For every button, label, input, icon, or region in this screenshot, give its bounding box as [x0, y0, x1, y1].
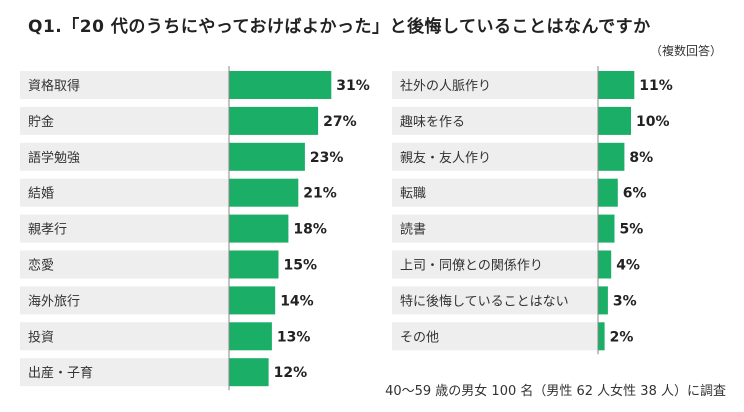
bar [598, 250, 612, 279]
category-row-bg [20, 322, 229, 351]
bar [598, 106, 631, 135]
bar [598, 71, 635, 99]
category-label: 趣味を作る [400, 115, 465, 130]
category-row-bg [20, 250, 229, 279]
category-label: 特に後悔していることはない [400, 294, 569, 309]
bar [229, 142, 305, 171]
value-label: 5% [620, 222, 644, 238]
category-label: 恋愛 [28, 258, 54, 274]
bar [229, 250, 279, 279]
value-label: 18% [293, 222, 327, 238]
category-row-bg [20, 106, 229, 135]
category-label: その他 [400, 330, 439, 345]
category-label: 転職 [400, 187, 426, 202]
value-label: 11% [639, 78, 673, 94]
category-label: 結婚 [28, 187, 54, 202]
value-label: 14% [280, 293, 314, 309]
category-row-bg [20, 178, 229, 207]
bar [229, 358, 269, 387]
category-row-bg [392, 178, 598, 207]
value-label: 21% [303, 186, 337, 202]
category-row-bg [392, 250, 598, 279]
left-bar-panel: 資格取得 31% 貯金 27% 語学勉強 23% 結婚 21% 親孝行 18% 恋愛 15% 海外旅行 1… [20, 66, 370, 391]
category-label: 親孝行 [28, 223, 67, 238]
category-row-bg [392, 142, 598, 171]
category-row-bg [20, 286, 229, 315]
category-row-bg [392, 106, 598, 135]
bar [598, 322, 605, 351]
right-bar-panel: 社外の人脈作り 11% 趣味を作る 10% 親友・友人作り 8% 転職 6% 読書 5% 上司・同僚… [392, 66, 673, 355]
value-label: 6% [623, 186, 647, 202]
chart-title: Q1.「20 代のうちにやっておけばよかった」と後悔していることはなんですか [28, 17, 651, 37]
category-row-bg [392, 214, 598, 243]
survey-note: 40～59 歳の男女 100 名（男性 62 人女性 38 人）に調査 [385, 384, 726, 399]
category-label: 出産・子育 [28, 365, 93, 381]
category-row-bg [392, 71, 598, 99]
category-row-bg [20, 142, 229, 171]
category-label: 語学勉強 [28, 150, 80, 166]
value-label: 15% [284, 258, 318, 274]
category-label: 投資 [28, 329, 54, 345]
bar [229, 214, 289, 243]
bar [229, 71, 332, 99]
value-label: 3% [613, 293, 637, 309]
category-label: 社外の人脈作り [400, 78, 491, 94]
category-label: 資格取得 [28, 78, 80, 94]
value-label: 31% [336, 78, 370, 94]
category-label: 貯金 [28, 114, 54, 130]
value-label: 27% [323, 114, 357, 130]
chart-subtitle: （複数回答） [649, 44, 722, 58]
bar [229, 106, 319, 135]
category-row-bg [20, 214, 229, 243]
value-label: 12% [274, 365, 308, 381]
value-label: 10% [636, 114, 670, 130]
category-label: 読書 [400, 222, 426, 238]
value-label: 4% [616, 258, 640, 274]
bar [229, 178, 299, 207]
value-label: 13% [277, 329, 311, 345]
category-row-bg [392, 286, 598, 315]
category-label: 海外旅行 [28, 294, 80, 309]
bar [598, 142, 625, 171]
category-row-bg [20, 358, 229, 387]
bar [598, 178, 618, 207]
bar [229, 322, 272, 351]
category-row-bg [20, 71, 229, 99]
bar [598, 214, 615, 243]
bar [229, 286, 276, 315]
category-row-bg [392, 322, 598, 351]
bar [598, 286, 608, 315]
value-label: 2% [610, 329, 634, 345]
value-label: 23% [310, 150, 344, 166]
category-label: 上司・同僚との関係作り [400, 259, 543, 274]
category-label: 親友・友人作り [400, 150, 491, 166]
value-label: 8% [629, 150, 653, 166]
